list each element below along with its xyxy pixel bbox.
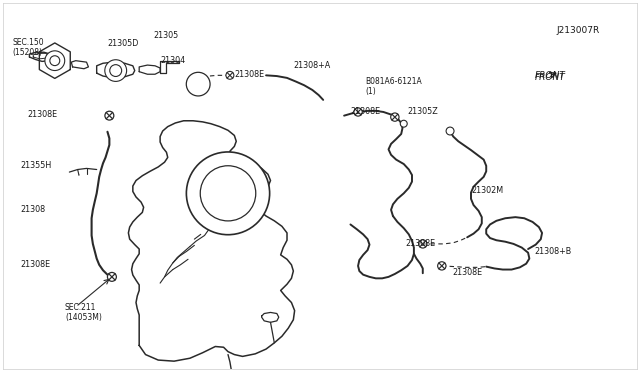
Circle shape xyxy=(110,65,122,77)
Text: 21308E: 21308E xyxy=(234,70,264,79)
Text: 21304: 21304 xyxy=(160,56,185,65)
Circle shape xyxy=(105,111,114,120)
Circle shape xyxy=(108,272,116,281)
Text: 21355H: 21355H xyxy=(20,161,52,170)
Circle shape xyxy=(186,72,210,96)
Circle shape xyxy=(438,262,446,270)
Text: J213007R: J213007R xyxy=(556,26,599,35)
Text: 21308E: 21308E xyxy=(20,260,51,269)
Circle shape xyxy=(226,71,234,79)
Text: FRONT: FRONT xyxy=(534,73,565,83)
Text: 21308+B: 21308+B xyxy=(534,247,572,256)
Text: SEC.211
(14053M): SEC.211 (14053M) xyxy=(65,303,102,322)
Text: 21308E: 21308E xyxy=(452,267,482,277)
Text: 21308E: 21308E xyxy=(27,110,57,119)
Circle shape xyxy=(390,113,399,121)
Circle shape xyxy=(400,120,407,127)
Circle shape xyxy=(186,152,269,235)
Text: FRONT: FRONT xyxy=(534,71,565,80)
Text: 21305: 21305 xyxy=(154,31,179,39)
Text: 21308+A: 21308+A xyxy=(293,61,331,70)
Text: 21305D: 21305D xyxy=(108,39,139,48)
Text: 21308E: 21308E xyxy=(406,240,436,248)
Text: B081A6-6121A
(1): B081A6-6121A (1) xyxy=(365,77,422,96)
Circle shape xyxy=(200,166,256,221)
Circle shape xyxy=(354,108,362,116)
Text: 21308: 21308 xyxy=(20,205,45,214)
Text: SEC.150
(15208): SEC.150 (15208) xyxy=(12,38,44,57)
Text: 21302M: 21302M xyxy=(471,186,503,195)
Circle shape xyxy=(105,60,127,81)
Circle shape xyxy=(50,56,60,65)
Circle shape xyxy=(45,51,65,71)
Text: 21305Z: 21305Z xyxy=(408,108,438,116)
Circle shape xyxy=(446,127,454,135)
Circle shape xyxy=(419,240,427,248)
Text: 21308E: 21308E xyxy=(351,108,381,116)
